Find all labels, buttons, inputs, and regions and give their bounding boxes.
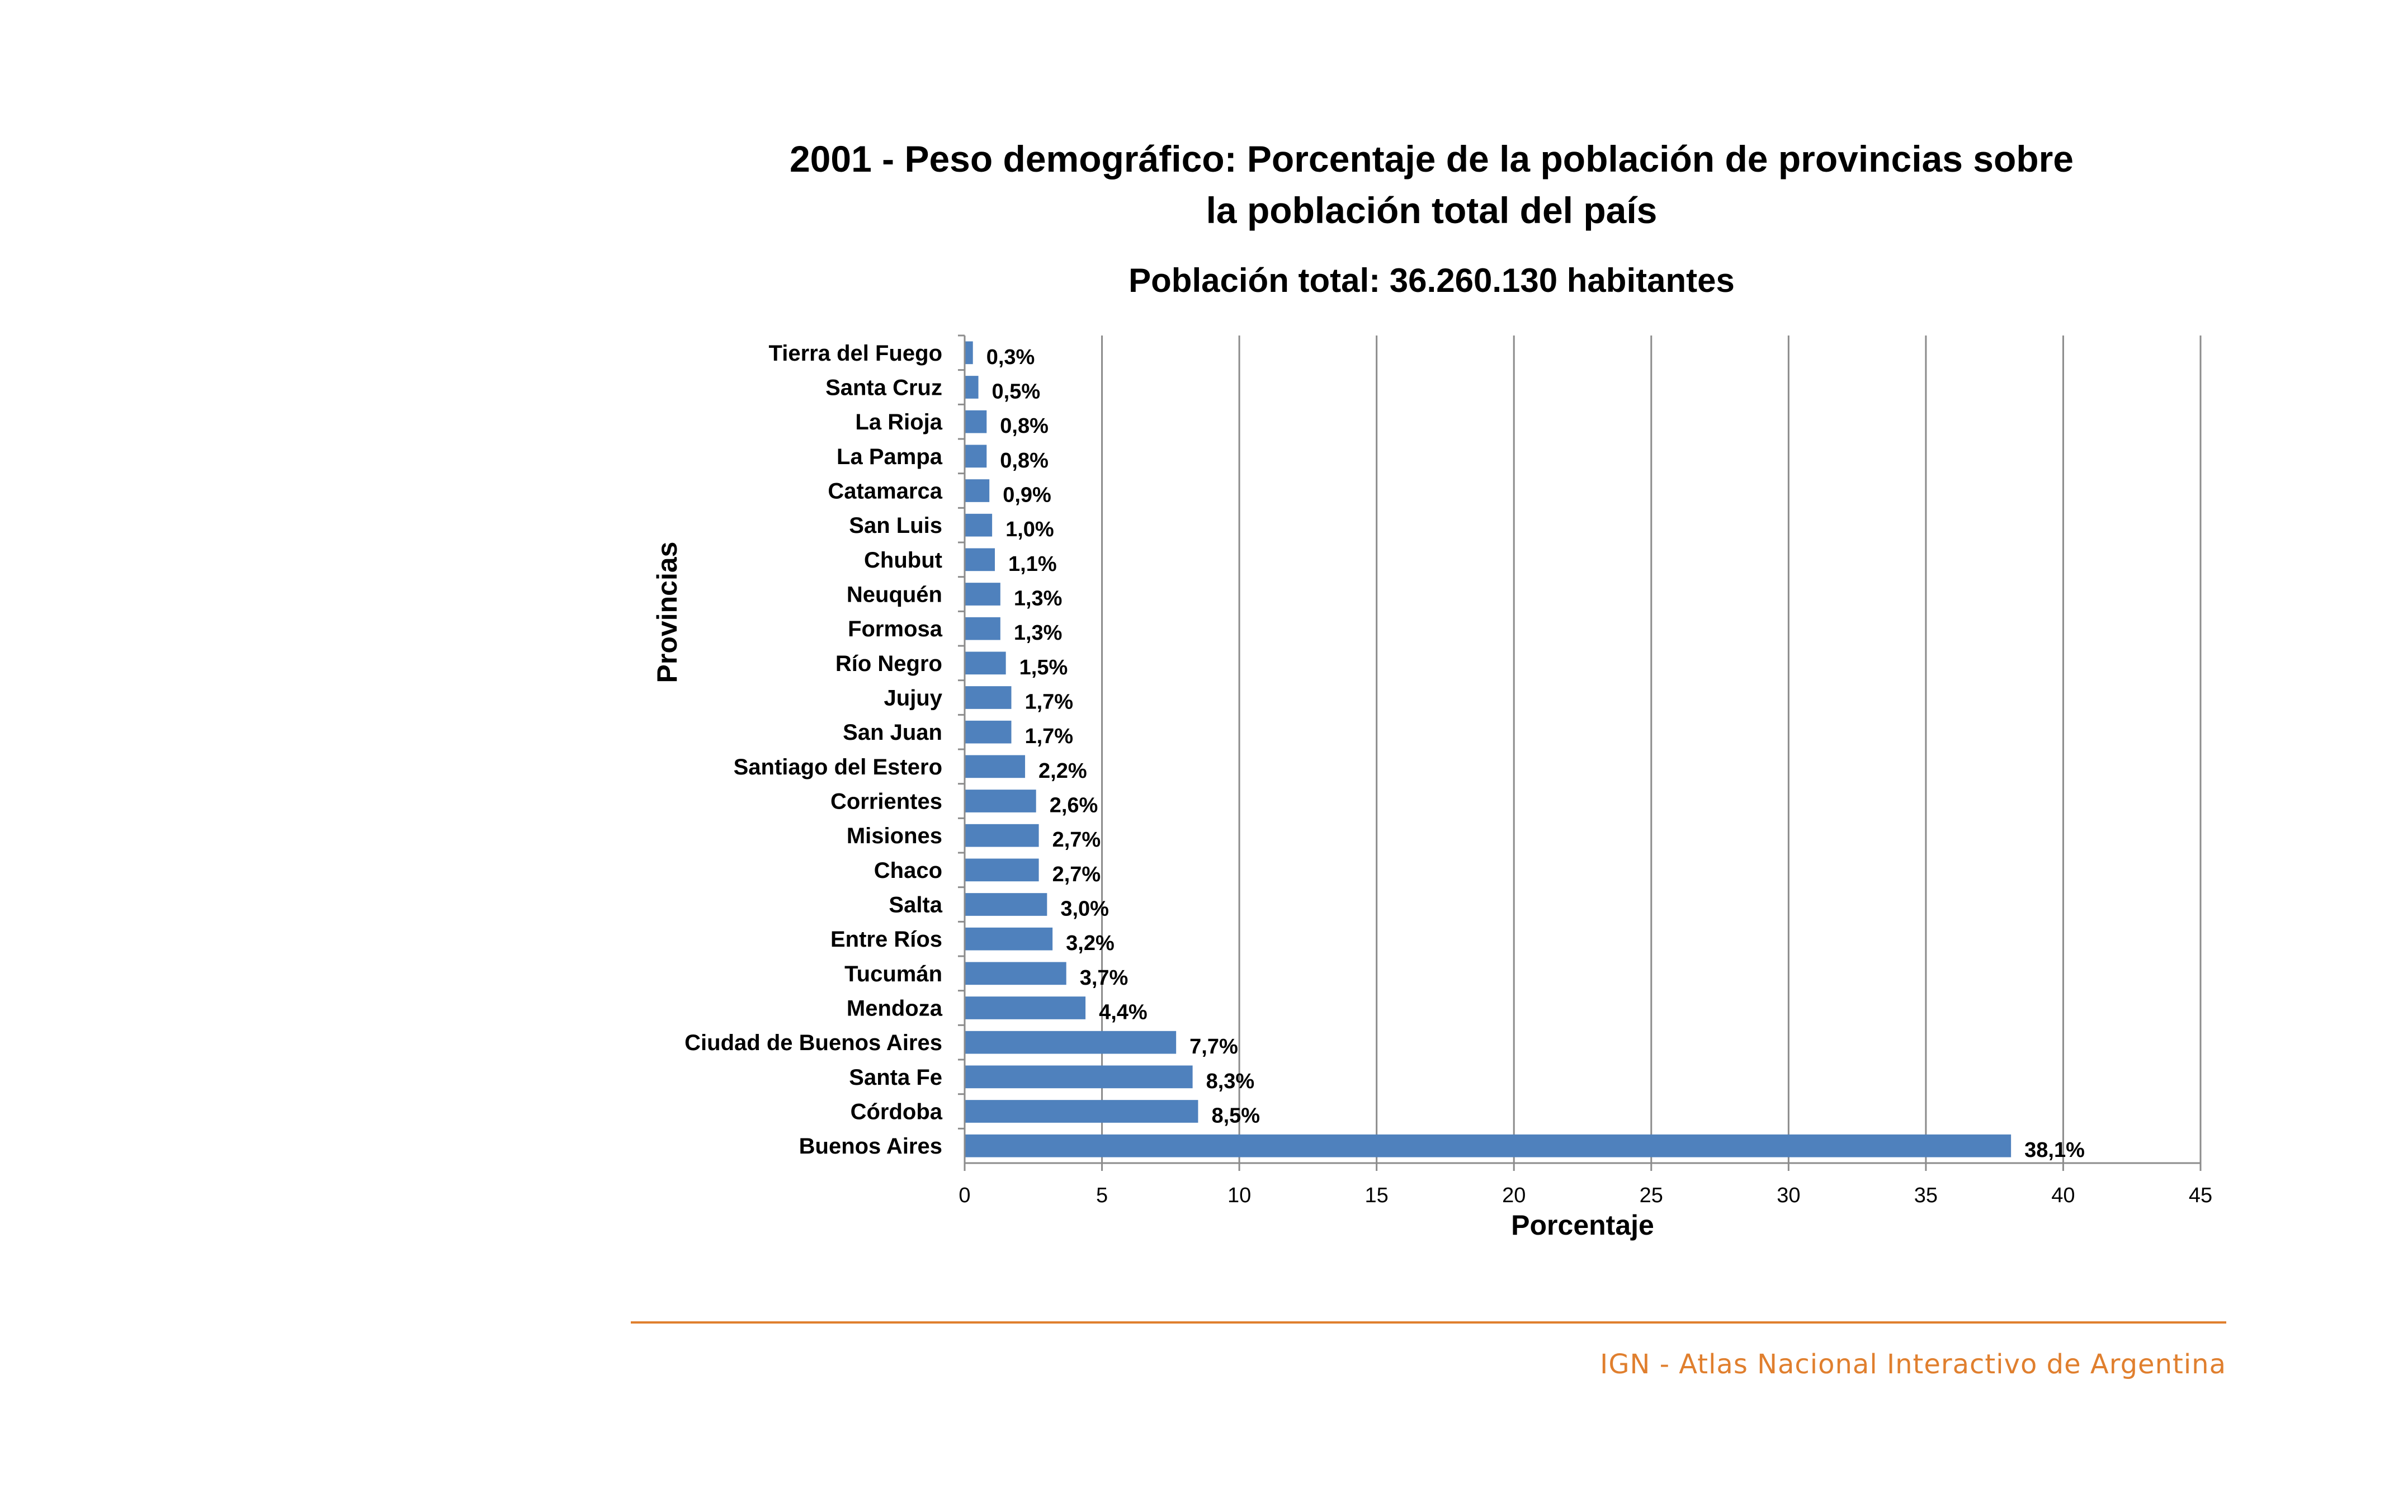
data-label: 0,8% [1000, 414, 1049, 438]
data-label: 1,7% [1024, 725, 1073, 748]
x-axis-title: Porcentaje [1511, 1209, 1654, 1241]
y-tick-label: Santa Fe [849, 1065, 942, 1090]
data-label: 1,5% [1019, 656, 1068, 679]
y-tick-label: La Pampa [837, 445, 943, 469]
bar [965, 583, 1000, 606]
bar [965, 893, 1047, 916]
data-label: 38,1% [2024, 1138, 2085, 1162]
y-tick-label: Río Negro [835, 651, 942, 676]
bar [965, 755, 1026, 778]
bar [965, 651, 1006, 675]
bar [965, 1100, 1198, 1123]
y-tick-label: Chaco [874, 858, 942, 883]
data-label: 4,4% [1099, 1001, 1148, 1024]
bar [965, 479, 990, 502]
data-label: 0,9% [1003, 484, 1051, 507]
bar [965, 548, 995, 571]
data-label: 1,1% [1008, 552, 1057, 576]
y-tick-label: Formosa [848, 617, 943, 641]
x-tick-label: 25 [1640, 1184, 1663, 1207]
y-tick-label: Salta [889, 893, 942, 918]
y-tick-label: Buenos Aires [799, 1134, 942, 1159]
footer-credit: IGN - Atlas Nacional Interactivo de Arge… [1600, 1349, 2226, 1380]
bar [965, 1134, 2012, 1157]
data-label: 2,2% [1038, 759, 1087, 783]
bar [965, 927, 1053, 951]
bars [965, 341, 2012, 1157]
y-tick-label: Ciudad de Buenos Aires [684, 1031, 942, 1055]
y-tick-label: Tucumán [844, 962, 942, 986]
y-tick-label: Corrientes [830, 790, 942, 814]
bar [965, 1031, 1177, 1054]
x-tick-label: 5 [1096, 1184, 1108, 1207]
chart-subtitle: Población total: 36.260.130 habitantes [1129, 262, 1735, 299]
x-tick-label: 35 [1914, 1184, 1938, 1207]
bar [965, 790, 1036, 812]
y-tick-label: La Rioja [855, 410, 942, 434]
x-tick-label: 30 [1777, 1184, 1800, 1207]
y-tick-label: Santa Cruz [825, 376, 942, 400]
data-label: 7,7% [1189, 1035, 1238, 1059]
data-label: 3,2% [1066, 932, 1115, 955]
y-tick-label: Misiones [847, 824, 942, 848]
data-label: 2,7% [1052, 863, 1101, 886]
data-label: 1,3% [1014, 587, 1063, 611]
bar [965, 410, 987, 433]
x-tick-label: 15 [1365, 1184, 1389, 1207]
x-tick-label: 10 [1227, 1184, 1251, 1207]
grid-lines [1101, 336, 2202, 1163]
footer-divider [631, 1321, 2226, 1324]
y-tick-label: Chubut [864, 548, 942, 573]
bar [965, 962, 1066, 985]
data-label: 1,7% [1024, 691, 1073, 714]
labels: 0 5 10 15 20 25 30 35 40 45 Tierra del Fuego 0,3% Sa… [684, 341, 2212, 1207]
chart-title-line-1: 2001 - Peso demográfico: Porcentaje de l… [789, 138, 2074, 179]
data-label: 3,7% [1080, 966, 1129, 990]
y-tick-label: San Juan [843, 720, 942, 745]
data-label: 2,7% [1052, 828, 1101, 852]
bar [965, 376, 979, 399]
data-label: 8,5% [1211, 1104, 1260, 1128]
bar [965, 720, 1012, 744]
x-tick-label: 45 [2189, 1184, 2212, 1207]
bar [965, 996, 1086, 1019]
data-label: 0,3% [986, 346, 1035, 369]
data-label: 3,0% [1060, 897, 1109, 921]
x-tick-label: 0 [959, 1184, 970, 1207]
data-label: 0,8% [1000, 449, 1049, 472]
bar [965, 341, 973, 365]
bar [965, 1065, 1193, 1089]
y-tick-label: Entre Ríos [830, 927, 942, 952]
y-tick-label: San Luis [849, 513, 942, 538]
y-tick-label: Córdoba [851, 1100, 943, 1124]
bar [965, 617, 1000, 640]
bar [965, 824, 1039, 847]
y-tick-label: Jujuy [884, 686, 943, 711]
y-tick-label: Tierra del Fuego [769, 341, 942, 366]
data-label: 0,5% [992, 380, 1041, 404]
chart-title-line-2: la población total del país [1206, 190, 1658, 231]
data-label: 1,3% [1014, 621, 1063, 645]
bar [965, 858, 1039, 882]
y-tick-label: Neuquén [847, 583, 942, 607]
y-axis-title: Provincias [651, 542, 683, 683]
data-label: 1,0% [1005, 518, 1054, 541]
data-label: 8,3% [1206, 1070, 1255, 1093]
x-tick-label: 40 [2051, 1184, 2075, 1207]
y-tick-label: Santiago del Estero [734, 755, 942, 779]
y-tick-label: Mendoza [847, 996, 943, 1021]
y-tick-label: Catamarca [828, 479, 942, 504]
bar [965, 513, 993, 537]
axes [958, 334, 2202, 1171]
data-label: 2,6% [1050, 794, 1098, 818]
x-tick-label: 20 [1502, 1184, 1526, 1207]
bar [965, 445, 987, 468]
bar [965, 686, 1012, 709]
